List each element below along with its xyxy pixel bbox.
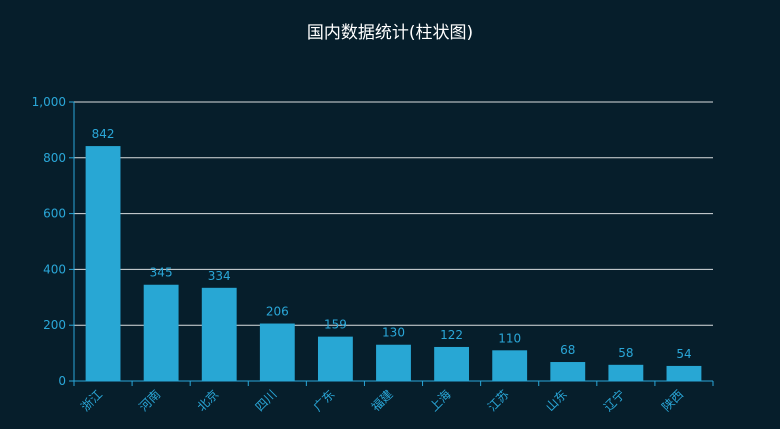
- x-tick-label: 上海: [426, 387, 454, 415]
- bar-福建: [376, 344, 411, 381]
- x-tick-label: 陕西: [658, 387, 686, 415]
- bar-河南: [143, 284, 179, 381]
- y-tick-label: 1,000: [32, 95, 66, 109]
- bar-辽宁: [608, 364, 644, 381]
- data-label: 345: [150, 266, 173, 280]
- bar-北京: [201, 287, 237, 381]
- y-tick-label: 0: [58, 374, 66, 388]
- bar-陕西: [666, 365, 702, 381]
- x-tick-label: 北京: [194, 387, 221, 414]
- data-label: 842: [92, 127, 115, 141]
- x-tick-label: 河南: [136, 387, 164, 415]
- data-label: 122: [440, 328, 463, 342]
- bar-上海: [434, 346, 470, 381]
- bar-山东: [550, 362, 586, 381]
- bar-广东: [317, 336, 353, 381]
- data-label: 334: [208, 269, 231, 283]
- data-label: 54: [676, 347, 691, 361]
- x-tick-label: 辽宁: [600, 387, 628, 415]
- data-label: 130: [382, 326, 405, 340]
- x-tick-label: 浙江: [78, 387, 105, 414]
- data-label: 110: [498, 331, 521, 345]
- data-label: 159: [324, 318, 347, 332]
- x-tick-label: 广东: [311, 387, 338, 414]
- x-tick-label: 江苏: [485, 387, 512, 414]
- bar-江苏: [492, 350, 528, 381]
- y-tick-label: 600: [43, 207, 66, 221]
- data-label: 206: [266, 305, 289, 319]
- y-tick-label: 200: [43, 318, 66, 332]
- bar-浙江: [85, 146, 121, 381]
- bar-四川: [259, 323, 295, 381]
- y-tick-label: 400: [43, 262, 66, 276]
- x-tick-label: 四川: [253, 387, 280, 414]
- chart-title: 国内数据统计(柱状图): [306, 23, 474, 43]
- x-tick-label: 山东: [543, 387, 570, 414]
- x-tick-label: 福建: [368, 387, 396, 415]
- y-tick-label: 800: [43, 151, 66, 165]
- data-label: 68: [560, 343, 575, 357]
- data-label: 58: [618, 346, 633, 360]
